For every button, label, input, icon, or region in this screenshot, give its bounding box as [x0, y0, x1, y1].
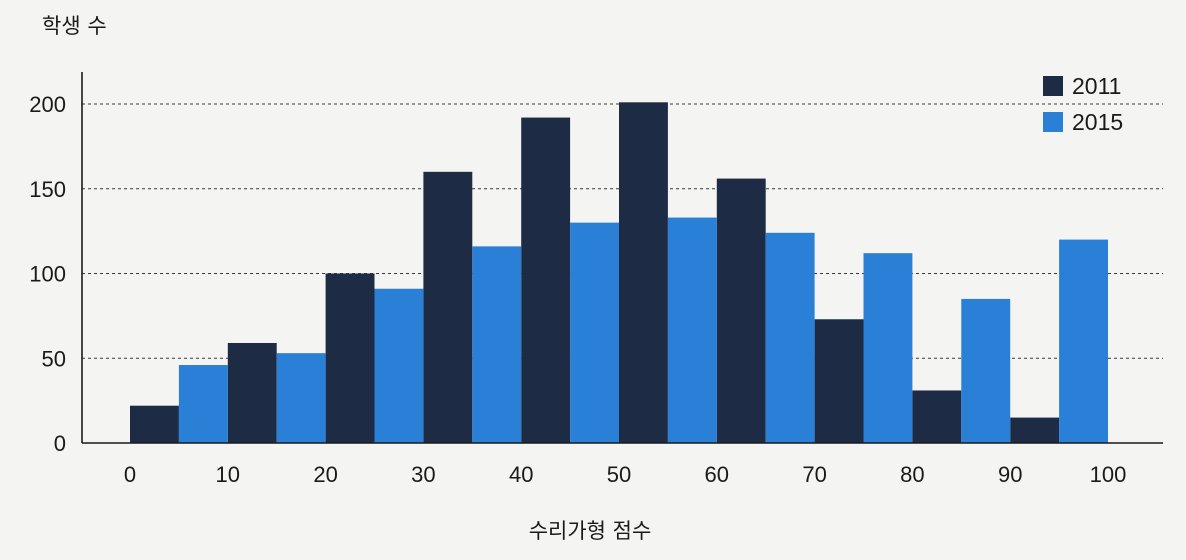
bar-2011-65	[716, 178, 766, 443]
x-tick-label: 40	[509, 462, 533, 487]
x-tick-label: 90	[998, 462, 1022, 487]
bar-2015-20	[276, 353, 326, 443]
x-tick-labels: 0 10 20 30 40 50 60 70 80 90 100	[124, 462, 1126, 487]
bar-2015-50	[570, 222, 619, 443]
bar-2015-90	[961, 298, 1011, 443]
bar-2011-25	[325, 273, 375, 443]
bar-2011-75	[814, 319, 864, 443]
legend-swatch-2015	[1043, 112, 1063, 132]
x-tick-label: 70	[802, 462, 826, 487]
bar-2011-45	[521, 117, 571, 443]
x-tick-label: 20	[313, 462, 337, 487]
bar-2011-95	[1010, 417, 1060, 443]
y-tick-label: 100	[29, 262, 66, 287]
bar-2011-15	[227, 342, 277, 443]
bar-2011-55	[619, 102, 668, 444]
bar-2011-5	[130, 405, 179, 443]
bar-2011-85	[912, 390, 962, 443]
y-axis-label: 학생 수	[42, 14, 107, 38]
legend-label-2011: 2011	[1072, 73, 1121, 99]
bar-2015-10	[178, 365, 228, 443]
bars	[130, 102, 1108, 444]
bar-2015-40	[472, 246, 522, 443]
x-tick-label: 0	[124, 462, 136, 487]
legend-label-2015: 2015	[1072, 109, 1123, 135]
x-tick-label: 30	[411, 462, 435, 487]
x-tick-label: 60	[705, 462, 729, 487]
bar-2015-70	[765, 232, 815, 443]
axes	[81, 72, 1163, 444]
x-tick-label: 80	[900, 462, 924, 487]
bar-2015-60	[667, 217, 717, 443]
legend: 2011 2015	[1043, 73, 1123, 135]
x-tick-label: 50	[607, 462, 631, 487]
bar-2015-100	[1059, 239, 1108, 443]
x-tick-label: 10	[216, 462, 240, 487]
bar-2015-80	[863, 253, 913, 443]
y-tick-label: 50	[42, 346, 66, 371]
bar-2011-35	[423, 171, 473, 444]
bar-2015-30	[374, 288, 424, 443]
y-tick-label: 0	[54, 431, 66, 456]
y-tick-labels: 0 50 100 150 200	[29, 92, 66, 456]
legend-swatch-2011	[1043, 76, 1063, 96]
x-tick-label: 100	[1090, 462, 1127, 487]
y-tick-label: 150	[29, 177, 66, 202]
y-tick-label: 200	[29, 92, 66, 117]
x-axis-label: 수리가형 점수	[529, 519, 652, 543]
